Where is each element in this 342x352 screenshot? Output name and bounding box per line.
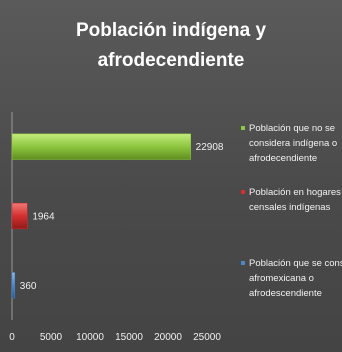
bar (12, 134, 191, 160)
bar (12, 273, 15, 299)
x-tick-label: 20000 (154, 332, 182, 343)
x-tick-label: 10000 (76, 332, 104, 343)
legend-swatch (241, 190, 245, 194)
legend-swatch (241, 261, 245, 265)
x-tick-label: 5000 (40, 332, 63, 343)
data-label: 22908 (196, 142, 224, 153)
legend-entry: Población que no se considera indígena o… (241, 123, 337, 164)
legend-entry: Población en hogares censales indígenas (241, 187, 341, 213)
data-labels-layer: 22908 1964 360 (20, 142, 224, 292)
legend: Población que no se considera indígena o… (241, 123, 342, 299)
legend-swatch (241, 126, 245, 130)
chart-title-line-1: Población indígena y (76, 20, 266, 41)
chart-title-line-2: afrodecendiente (98, 50, 245, 71)
legend-entry: Población que se conside afromexicana o … (241, 258, 342, 299)
x-tick-label: 15000 (115, 332, 143, 343)
x-tick-label: 25000 (193, 332, 221, 343)
legend-text: Población que se conside (249, 258, 342, 269)
legend-text: afromexicana o (249, 273, 314, 284)
data-label: 360 (20, 281, 37, 292)
legend-text: afrodecendiente (249, 153, 317, 164)
legend-text: Población en hogares (249, 187, 341, 198)
x-axis-ticks: 0 5000 10000 15000 20000 25000 (9, 332, 221, 343)
data-label: 1964 (32, 212, 55, 223)
legend-text: censales indígenas (249, 202, 331, 213)
legend-text: afrodescendiente (249, 288, 322, 299)
legend-text: Población que no se (249, 123, 335, 134)
legend-text: considera indígena o (249, 138, 337, 149)
x-tick-label: 0 (9, 332, 15, 343)
bar (12, 203, 27, 229)
